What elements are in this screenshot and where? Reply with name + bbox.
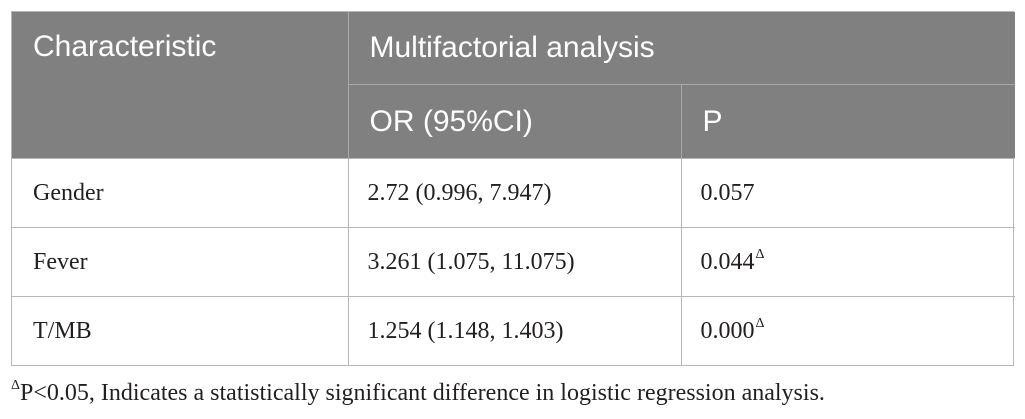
table-row: T/MB 1.254 (1.148, 1.403) 0.000Δ — [12, 296, 1016, 365]
p-value-text: 0.000 — [700, 317, 755, 344]
significance-marker: Δ — [755, 315, 765, 331]
table-row: Fever 3.261 (1.075, 11.075) 0.044Δ — [12, 227, 1016, 297]
table-footnote: ΔP<0.05, Indicates a statistically signi… — [11, 378, 825, 407]
cell-p-value: 0.044Δ — [681, 227, 1016, 297]
cell-characteristic: T/MB — [12, 296, 349, 365]
multifactorial-analysis-table: Characteristic Multifactorial analysis O… — [12, 12, 1016, 365]
table-header: Characteristic Multifactorial analysis O… — [12, 12, 1016, 159]
header-row-1: Characteristic Multifactorial analysis — [12, 12, 1016, 159]
cell-or-ci: 2.72 (0.996, 7.947) — [348, 158, 682, 228]
table-row: Gender 2.72 (0.996, 7.947) 0.057 — [12, 158, 1016, 228]
cell-p-value: 0.000Δ — [681, 296, 1016, 365]
p-value-text: 0.057 — [700, 179, 755, 206]
table-body: Gender 2.72 (0.996, 7.947) 0.057 Fever 3… — [12, 158, 1016, 365]
cell-p-value: 0.057 — [681, 158, 1016, 228]
p-value-text: 0.044 — [700, 248, 755, 275]
footnote-marker: Δ — [11, 378, 21, 393]
header-row-2: OR (95%CI) P — [12, 84, 1016, 159]
cell-characteristic: Fever — [12, 227, 349, 297]
header-p-value: P — [681, 84, 1016, 159]
header-or-ci: OR (95%CI) — [348, 84, 682, 159]
significance-marker: Δ — [755, 246, 765, 262]
cell-or-ci: 1.254 (1.148, 1.403) — [348, 296, 682, 365]
header-multifactorial-analysis: Multifactorial analysis — [348, 12, 1016, 85]
header-characteristic: Characteristic — [12, 12, 349, 159]
footnote-text: P<0.05, Indicates a statistically signif… — [20, 380, 825, 406]
cell-characteristic: Gender — [12, 158, 349, 228]
cell-or-ci: 3.261 (1.075, 11.075) — [348, 227, 682, 297]
results-table-container: Characteristic Multifactorial analysis O… — [11, 11, 1016, 366]
